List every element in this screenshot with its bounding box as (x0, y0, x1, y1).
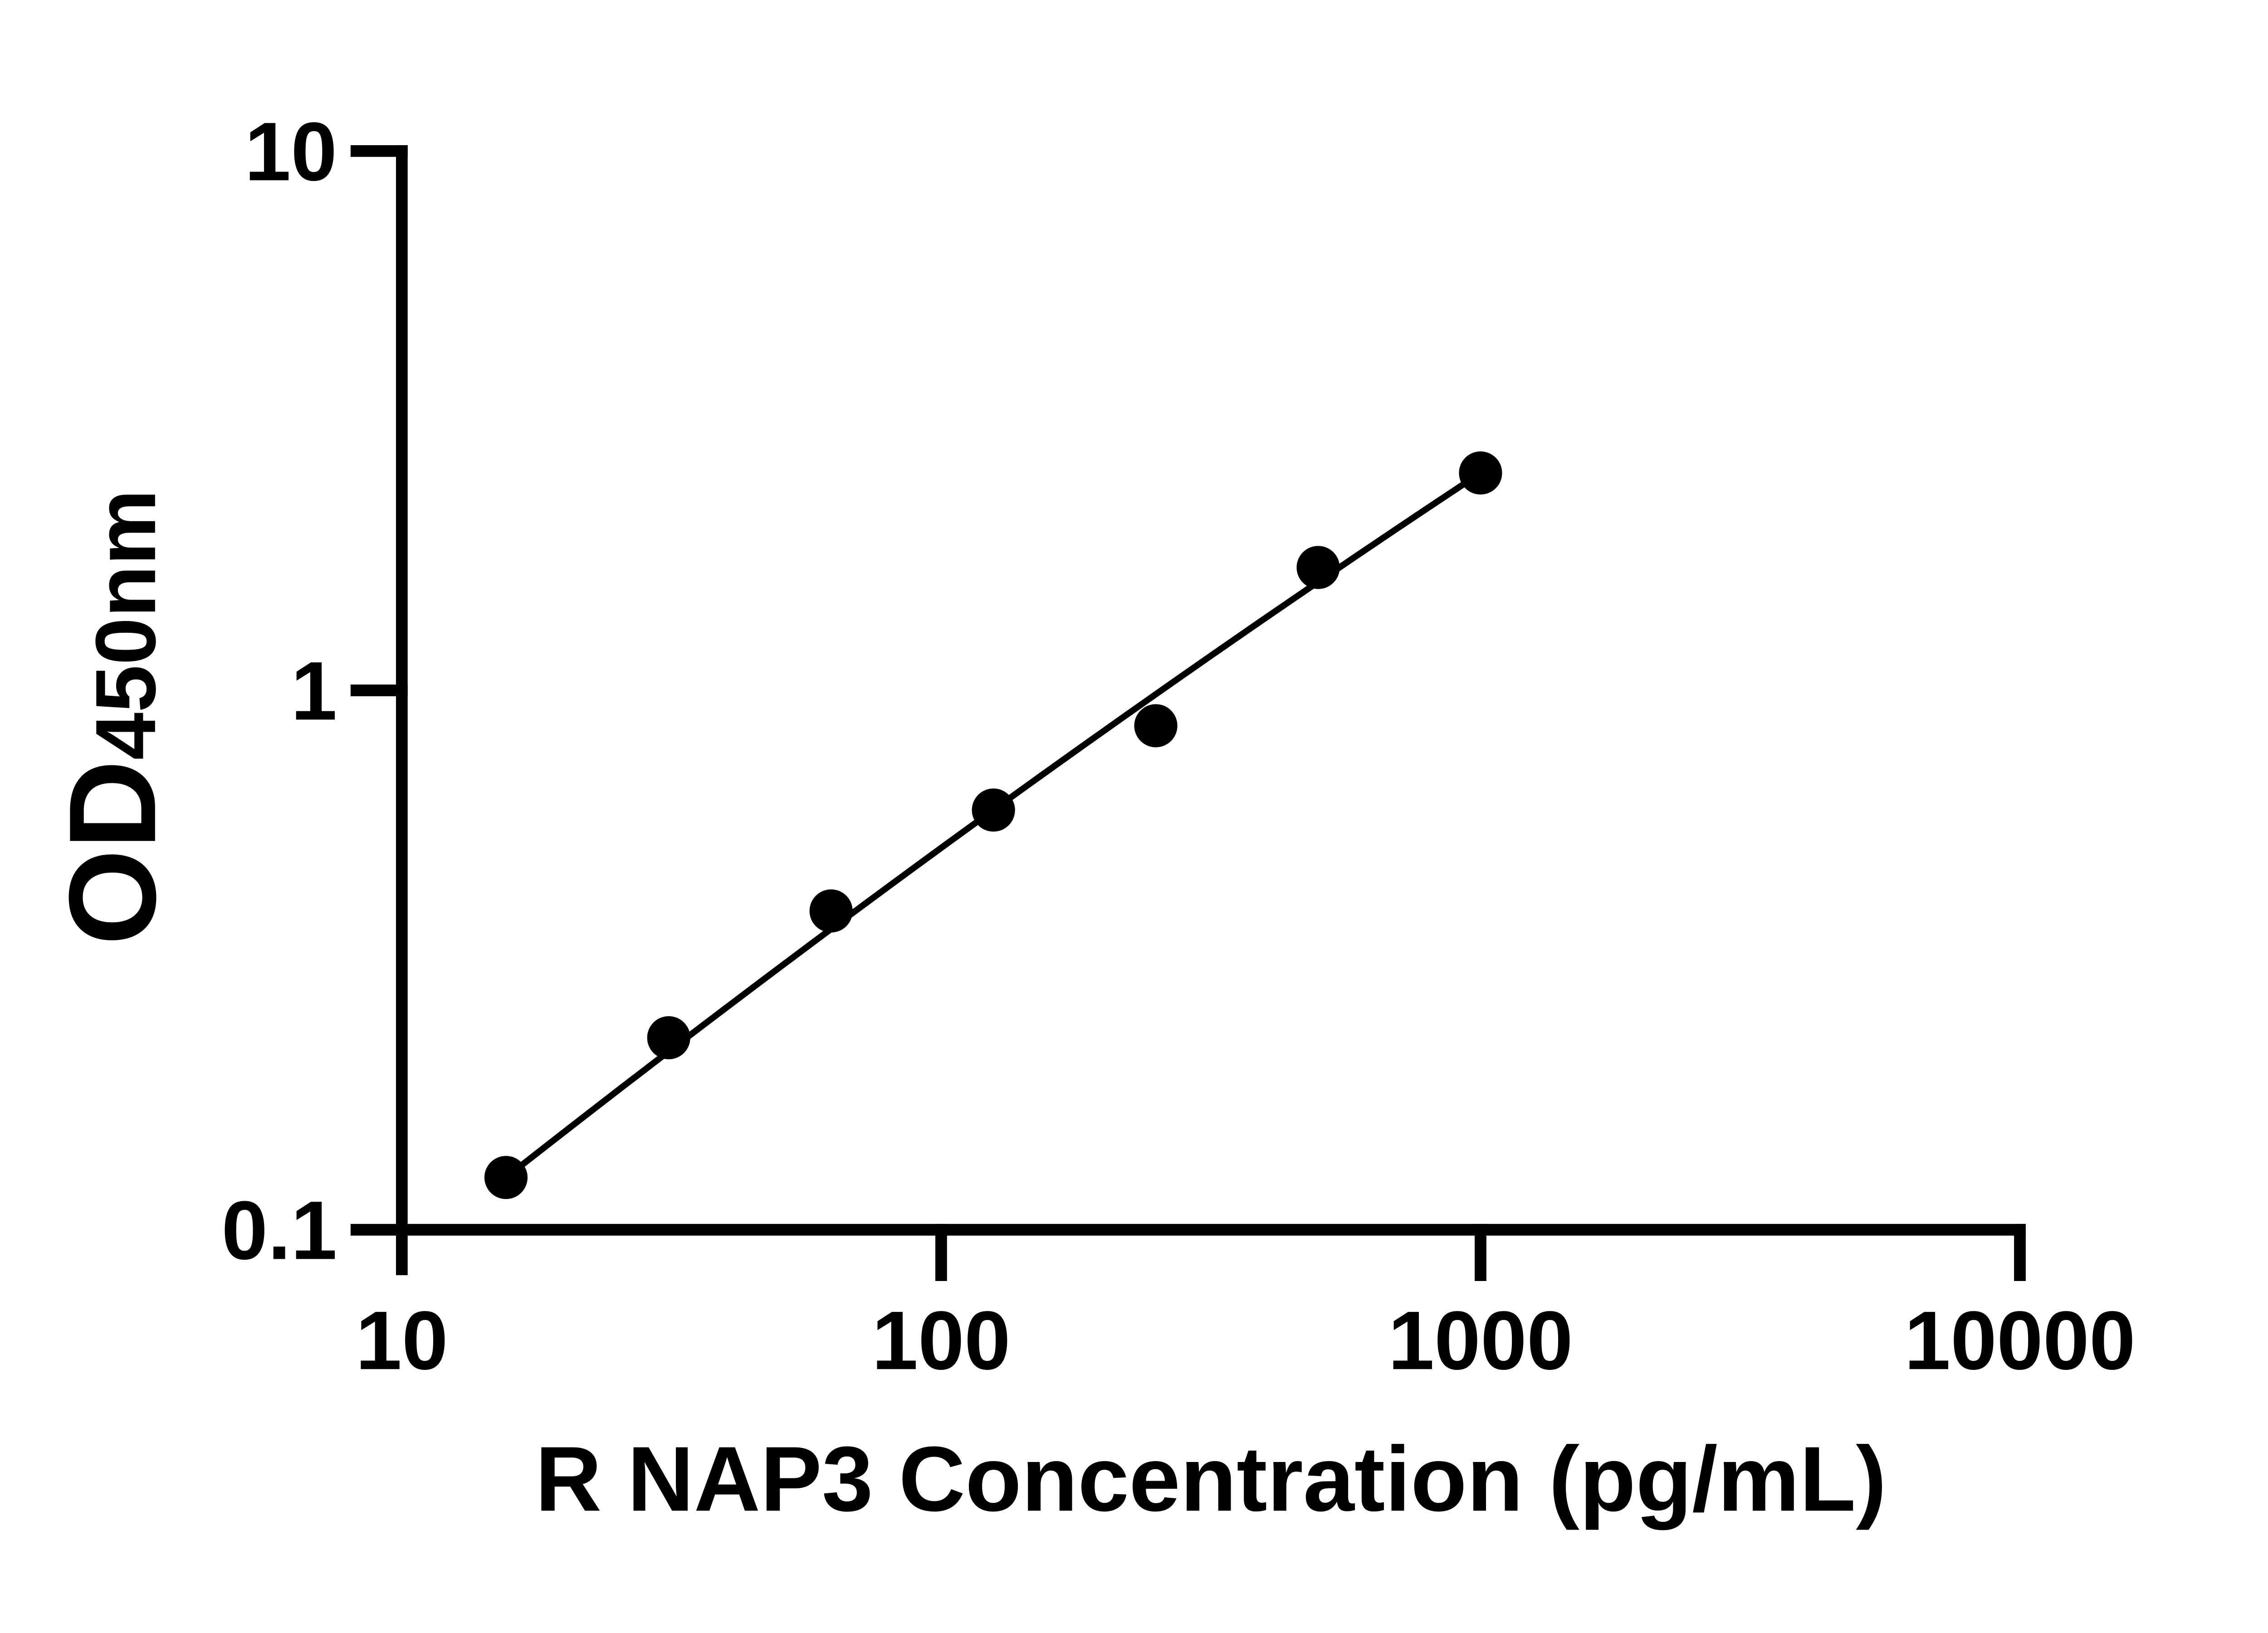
y-axis-tick (350, 145, 408, 157)
data-point (1134, 704, 1178, 748)
y-axis-title: OD450nm (43, 489, 181, 945)
data-point (972, 788, 1015, 832)
x-tick-label: 100 (872, 1294, 1011, 1387)
data-point (484, 1156, 528, 1199)
data-point (809, 889, 853, 933)
data-point (647, 1016, 690, 1060)
data-points (484, 451, 1502, 1199)
x-tick-label: 1000 (1388, 1294, 1573, 1387)
data-point (1296, 546, 1340, 589)
x-axis-tick (1475, 1224, 1486, 1281)
x-axis-tick (935, 1224, 947, 1281)
x-tick-label: 10 (356, 1294, 448, 1387)
y-tick-label: 1 (291, 644, 337, 737)
x-axis-line (350, 1224, 2026, 1236)
y-axis-tick (350, 684, 408, 696)
data-point (1459, 451, 1502, 495)
y-tick-label: 10 (244, 105, 337, 198)
x-axis-title: R NAP3 Concentration (pg/mL) (535, 1428, 1887, 1530)
y-axis-line (396, 145, 408, 1276)
y-tick-label: 0.1 (221, 1183, 337, 1276)
x-axis-tick (2014, 1224, 2026, 1281)
x-tick-label: 10000 (1904, 1294, 2136, 1387)
